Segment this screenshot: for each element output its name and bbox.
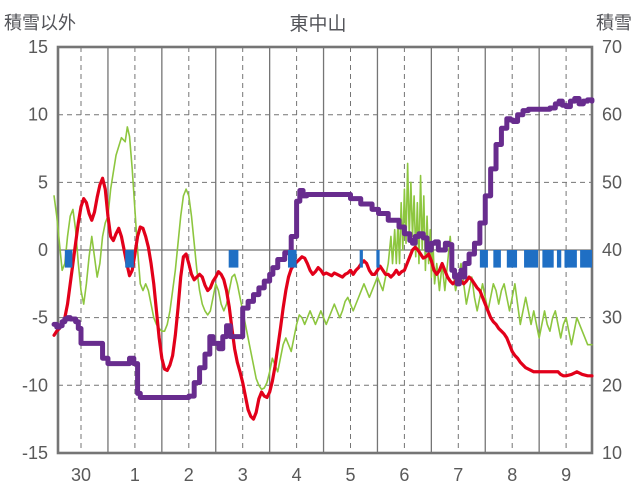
svg-text:30: 30 — [602, 308, 622, 328]
svg-text:3: 3 — [238, 465, 248, 485]
svg-text:-15: -15 — [22, 443, 48, 463]
svg-text:7: 7 — [453, 465, 463, 485]
svg-text:2: 2 — [184, 465, 194, 485]
svg-text:20: 20 — [602, 375, 622, 395]
svg-text:40: 40 — [602, 240, 622, 260]
svg-text:10: 10 — [602, 443, 622, 463]
svg-text:6: 6 — [399, 465, 409, 485]
svg-text:0: 0 — [38, 240, 48, 260]
svg-text:-5: -5 — [32, 308, 48, 328]
svg-text:30: 30 — [71, 465, 91, 485]
svg-text:5: 5 — [345, 465, 355, 485]
svg-text:8: 8 — [507, 465, 517, 485]
svg-text:15: 15 — [28, 37, 48, 57]
svg-text:-10: -10 — [22, 375, 48, 395]
svg-text:5: 5 — [38, 172, 48, 192]
svg-text:60: 60 — [602, 105, 622, 125]
svg-text:9: 9 — [561, 465, 571, 485]
svg-text:4: 4 — [292, 465, 302, 485]
svg-text:1: 1 — [130, 465, 140, 485]
svg-text:50: 50 — [602, 172, 622, 192]
svg-text:10: 10 — [28, 105, 48, 125]
svg-text:70: 70 — [602, 37, 622, 57]
